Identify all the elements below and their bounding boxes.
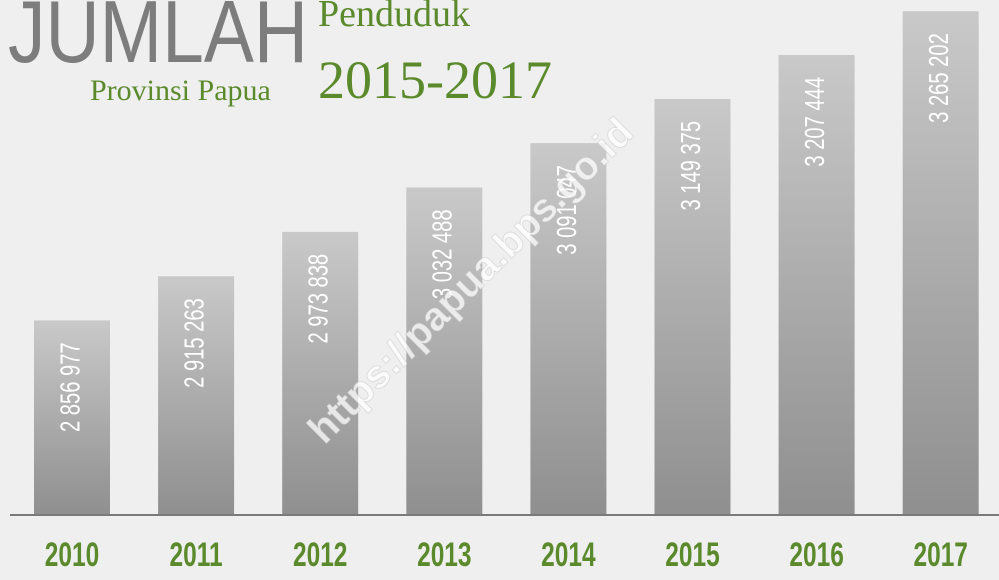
x-tick-label: 2010 — [45, 536, 99, 574]
labels: 2 856 977 2010 2 915 263 2011 2 973 838 2012 3… — [45, 33, 968, 574]
x-tick-label: 2013 — [417, 536, 471, 574]
bar — [34, 320, 110, 515]
bar — [654, 98, 731, 515]
bars — [34, 11, 979, 516]
value-label: 3 091 047 — [552, 165, 583, 255]
x-tick-label: 2016 — [789, 536, 843, 574]
bar — [406, 187, 483, 516]
value-label: 3 032 488 — [428, 209, 459, 299]
bar — [902, 11, 979, 516]
subtitle-years: 2015-2017 — [318, 50, 552, 110]
bar — [778, 54, 855, 515]
x-tick-label: 2017 — [913, 536, 967, 574]
subtitle-left: Provinsi Papua — [90, 74, 271, 107]
x-tick-label: 2015 — [665, 536, 719, 574]
value-label: 3 207 444 — [800, 77, 831, 167]
x-tick-label: 2014 — [541, 536, 596, 574]
value-label: 2 856 977 — [55, 342, 86, 432]
value-label: 3 265 202 — [924, 33, 955, 123]
subtitle-top: Penduduk — [318, 0, 470, 35]
value-label: 2 915 263 — [179, 298, 210, 388]
x-tick-label: 2011 — [170, 536, 223, 574]
bar — [282, 231, 359, 516]
value-label: 2 973 838 — [303, 254, 334, 344]
chart-title: JUMLAH — [8, 0, 308, 81]
bar — [530, 143, 607, 515]
value-label: 3 149 375 — [676, 121, 707, 211]
x-tick-label: 2012 — [293, 536, 347, 574]
bar — [158, 276, 235, 515]
